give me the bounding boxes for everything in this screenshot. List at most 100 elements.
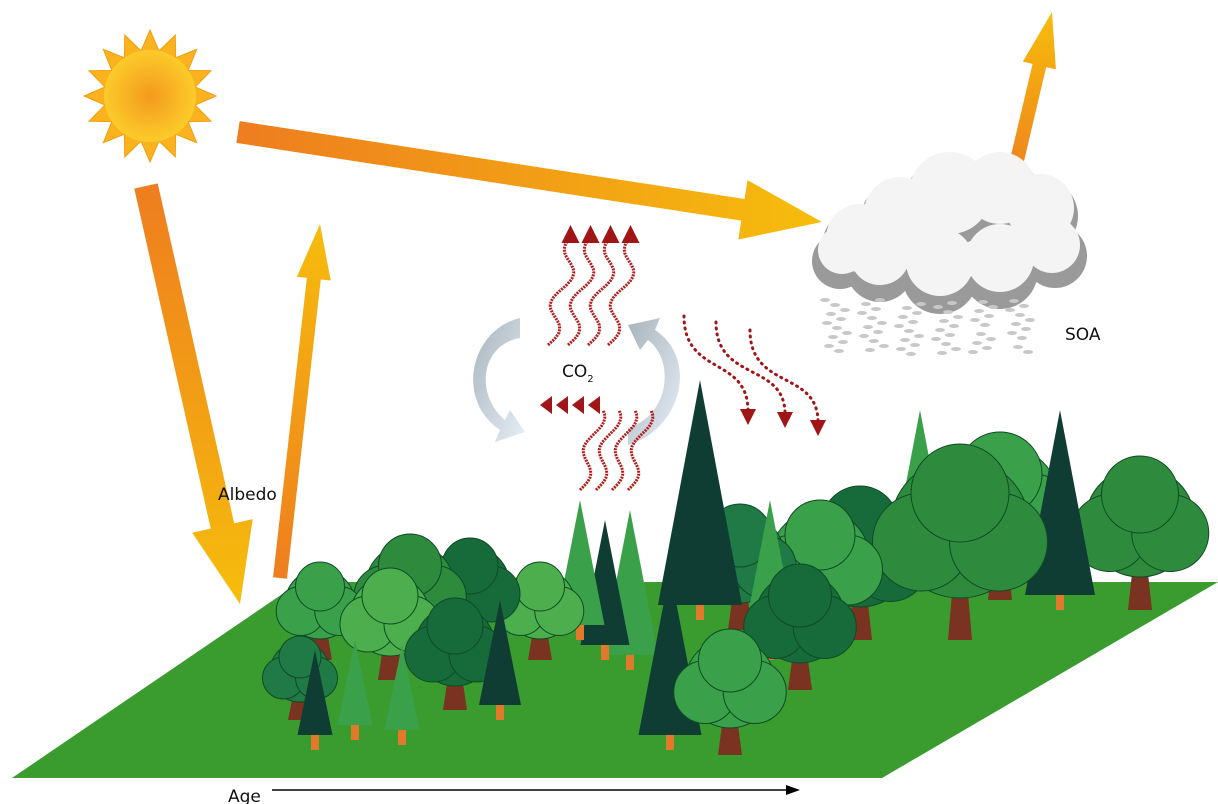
soa-particle bbox=[1023, 350, 1033, 354]
soa-particle bbox=[861, 302, 871, 306]
soa-particle bbox=[1013, 345, 1023, 349]
soa-particle bbox=[914, 334, 924, 338]
soa-particle bbox=[1021, 327, 1031, 331]
voc-head bbox=[740, 409, 756, 425]
emission-wave bbox=[548, 241, 574, 345]
soa-particle bbox=[988, 305, 998, 309]
soa-particle bbox=[933, 305, 943, 309]
soa-particle bbox=[945, 333, 955, 337]
uptake-head bbox=[556, 396, 568, 414]
uptake-head bbox=[540, 396, 552, 414]
soa-particle bbox=[931, 337, 941, 341]
soa-particle bbox=[1011, 322, 1021, 326]
co2-cycle bbox=[473, 225, 826, 490]
soa-particle bbox=[1017, 336, 1027, 340]
cycle-arrow bbox=[473, 318, 525, 442]
soa-particle bbox=[867, 316, 877, 320]
cycle-arrow bbox=[628, 318, 680, 445]
soa-particle bbox=[939, 319, 949, 323]
arrow bbox=[273, 224, 331, 579]
tree-crown bbox=[516, 562, 565, 611]
soa-particle bbox=[836, 317, 846, 321]
soa-particle bbox=[820, 298, 830, 302]
soa-particle bbox=[906, 352, 916, 356]
soa-particle bbox=[824, 344, 834, 348]
tree-crown bbox=[427, 598, 483, 654]
cloud bbox=[812, 152, 1087, 356]
soa-particle bbox=[937, 351, 947, 355]
age-label: Age bbox=[228, 787, 261, 804]
soa-particle bbox=[832, 326, 842, 330]
tree-crown bbox=[911, 444, 1009, 542]
soa-particle bbox=[943, 310, 953, 314]
uptake-wave bbox=[580, 410, 605, 490]
co2-text: CO bbox=[562, 362, 587, 382]
tree-crown bbox=[296, 562, 345, 611]
uptake-head bbox=[588, 396, 600, 414]
soa-particle bbox=[1009, 299, 1019, 303]
soa-particle bbox=[976, 332, 986, 336]
tree-crown bbox=[769, 564, 832, 627]
soa-particle bbox=[1005, 308, 1015, 312]
soa-particle bbox=[828, 335, 838, 339]
soa-particle bbox=[949, 324, 959, 328]
soa-particle bbox=[873, 330, 883, 334]
soa-particle bbox=[978, 300, 988, 304]
voc-flow bbox=[750, 330, 818, 422]
soa-particle bbox=[935, 328, 945, 332]
soa-particle bbox=[972, 341, 982, 345]
soa-particle bbox=[968, 350, 978, 354]
voc-head bbox=[777, 412, 793, 428]
soa-particle bbox=[904, 329, 914, 333]
arrow bbox=[236, 121, 822, 239]
arrow bbox=[134, 183, 252, 604]
page: {"labels": {"albedo": "Albedo", "co2": {… bbox=[0, 0, 1218, 804]
soa-particle bbox=[822, 321, 832, 325]
soa-particle bbox=[830, 303, 840, 307]
soa-particle bbox=[857, 311, 867, 315]
soa-particle bbox=[1007, 331, 1017, 335]
soa-particle bbox=[941, 342, 951, 346]
soa-particle bbox=[916, 302, 926, 306]
soa-particle bbox=[875, 298, 885, 302]
soa-particle bbox=[842, 331, 852, 335]
soa-particle bbox=[863, 325, 873, 329]
soa-particle bbox=[1025, 318, 1035, 322]
emission-head bbox=[621, 225, 639, 243]
albedo-label: Albedo bbox=[218, 485, 277, 505]
soa-particle bbox=[896, 347, 906, 351]
soa-particle bbox=[986, 337, 996, 341]
forest-climate-diagram: Albedo CO2 SOA Age bbox=[0, 0, 1218, 804]
emission-head bbox=[581, 225, 599, 243]
uptake-wave bbox=[596, 410, 621, 490]
soa-particle bbox=[908, 320, 918, 324]
cloud-puff bbox=[818, 226, 866, 274]
soa-particle bbox=[910, 343, 920, 347]
soa-particle bbox=[877, 321, 887, 325]
soa-particle bbox=[1019, 304, 1029, 308]
soa-particle bbox=[982, 346, 992, 350]
soa-particle bbox=[869, 339, 879, 343]
soa-particle bbox=[970, 318, 980, 322]
soa-particle bbox=[840, 308, 850, 312]
sun-disc bbox=[104, 50, 196, 142]
soa-particle bbox=[984, 314, 994, 318]
emission-head bbox=[561, 225, 579, 243]
soa-particle bbox=[826, 312, 836, 316]
soa-particle bbox=[879, 344, 889, 348]
soa-particle bbox=[1015, 313, 1025, 317]
uptake-head bbox=[572, 396, 584, 414]
age-arrowhead bbox=[786, 785, 800, 795]
soa-particle bbox=[859, 334, 869, 338]
soa-particle bbox=[871, 307, 881, 311]
uptake-wave bbox=[612, 410, 637, 490]
emission-wave bbox=[588, 241, 614, 345]
soa-particle bbox=[898, 315, 908, 319]
tree-crown bbox=[699, 629, 762, 692]
soa-particle bbox=[865, 348, 875, 352]
co2-subscript: 2 bbox=[587, 374, 593, 385]
soa-particle bbox=[947, 301, 957, 305]
tree-crown bbox=[362, 568, 418, 624]
tree-crown bbox=[1102, 456, 1179, 533]
soa-particle bbox=[900, 338, 910, 342]
